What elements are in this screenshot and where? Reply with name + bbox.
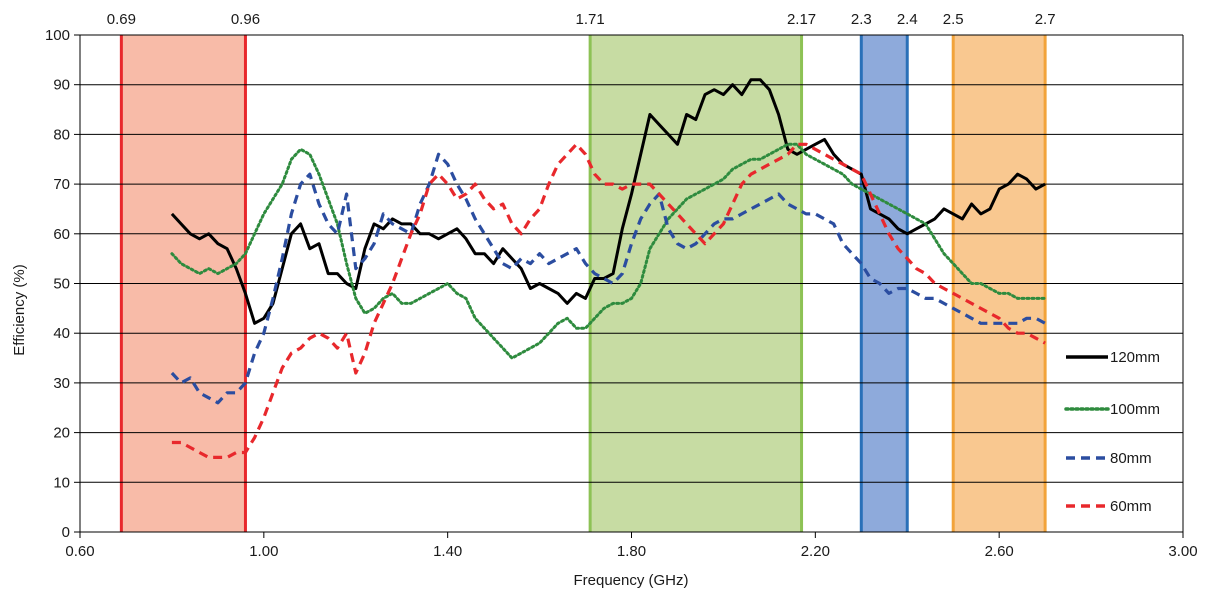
- band-2-to-label: 2.4: [897, 11, 918, 28]
- series-line-120mm: [170, 78, 1046, 325]
- series-line-100mm: [170, 142, 1047, 360]
- y-tick-label-6: 60: [53, 226, 70, 243]
- x-tick-label-5: 2.60: [985, 543, 1014, 560]
- band-1-from-label: 1.71: [576, 11, 605, 28]
- y-tick-label-7: 70: [53, 176, 70, 193]
- band-0-to-label: 0.96: [231, 11, 260, 28]
- y-tick-label-3: 30: [53, 375, 70, 392]
- x-tick-labels: 0.60 1.00 1.40 1.80 2.20 2.60 3.00: [65, 543, 1197, 560]
- y-tick-label-4: 40: [53, 325, 70, 342]
- band-labels: 0.69 0.96 1.71 2.17 2.3 2.4 2.5 2.7: [107, 11, 1056, 28]
- y-axis-label: Efficiency (%): [11, 264, 28, 355]
- x-tick-label-4: 2.20: [801, 543, 830, 560]
- legend-label-60mm: 60mm: [1110, 498, 1152, 515]
- band-2-from-label: 2.3: [851, 11, 872, 28]
- x-tick-label-3: 1.80: [617, 543, 646, 560]
- band-0-from-label: 0.69: [107, 11, 136, 28]
- x-axis-label: Frequency (GHz): [573, 572, 688, 589]
- legend-label-80mm: 80mm: [1110, 450, 1152, 467]
- x-tick-label-6: 3.00: [1168, 543, 1197, 560]
- y-tick-labels: 0 10 20 30 40 50 60 70 80 90 100: [45, 27, 70, 541]
- legend-label-100mm: 100mm: [1110, 401, 1160, 418]
- y-tick-label-9: 90: [53, 77, 70, 94]
- x-tick-label-2: 1.40: [433, 543, 462, 560]
- legend-label-120mm: 120mm: [1110, 349, 1160, 366]
- axes: [74, 34, 1184, 538]
- legend: 120mm 100mm 80mm 60mm: [1064, 349, 1160, 515]
- y-tick-label-0: 0: [62, 524, 70, 541]
- series-line-60mm: [171, 142, 1046, 459]
- y-tick-label-2: 20: [53, 425, 70, 442]
- series-lines: [170, 78, 1047, 459]
- band-3-from-label: 2.5: [943, 11, 964, 28]
- y-tick-label-8: 80: [53, 126, 70, 143]
- band-1-to-label: 2.17: [787, 11, 816, 28]
- band-3-to-label: 2.7: [1035, 11, 1056, 28]
- x-tick-label-0: 0.60: [65, 543, 94, 560]
- y-tick-label-1: 10: [53, 474, 70, 491]
- y-tick-label-5: 50: [53, 276, 70, 293]
- series-line-80mm: [170, 152, 1046, 405]
- y-tick-label-10: 100: [45, 27, 70, 44]
- x-tick-label-1: 1.00: [249, 543, 278, 560]
